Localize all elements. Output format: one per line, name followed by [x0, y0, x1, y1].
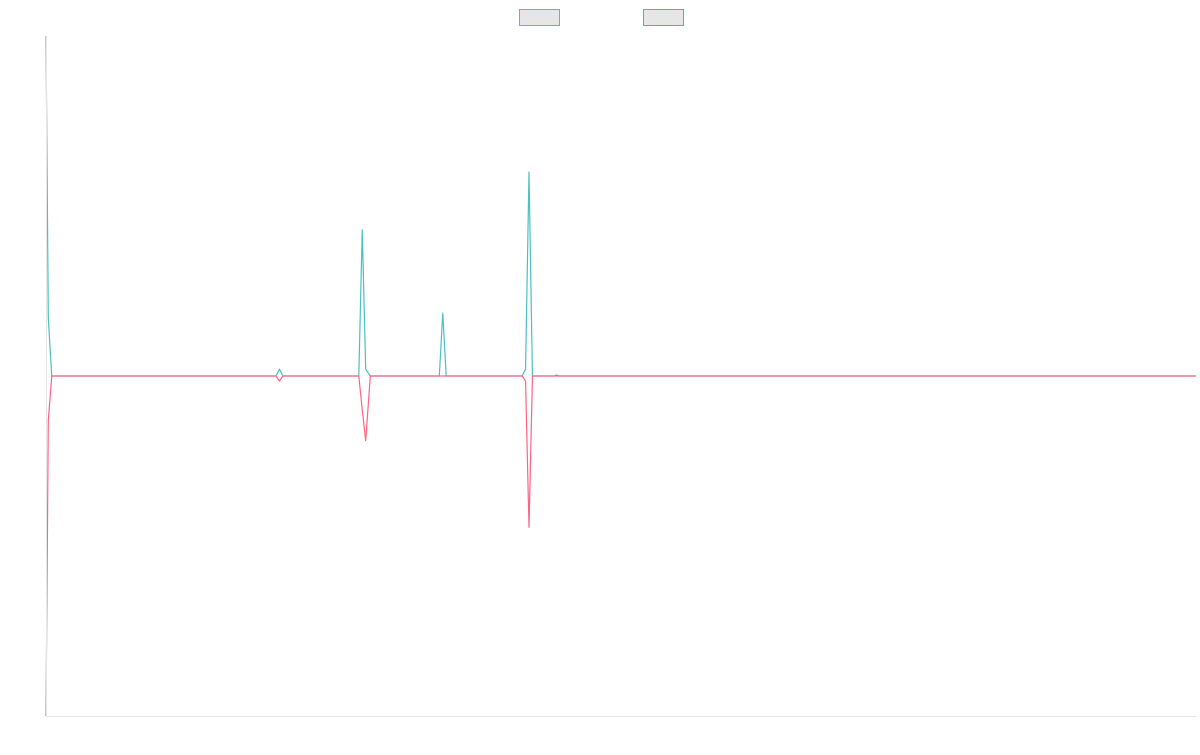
series-line-1 — [45, 35, 1196, 377]
legend — [519, 9, 684, 26]
series-layer — [45, 35, 1196, 717]
series-line-2 — [45, 375, 1196, 717]
axes — [46, 36, 1196, 717]
legend-swatch-1 — [519, 9, 560, 26]
legend-item-1[interactable] — [519, 9, 560, 26]
legend-item-2[interactable] — [643, 9, 684, 26]
legend-swatch-2 — [643, 9, 684, 26]
